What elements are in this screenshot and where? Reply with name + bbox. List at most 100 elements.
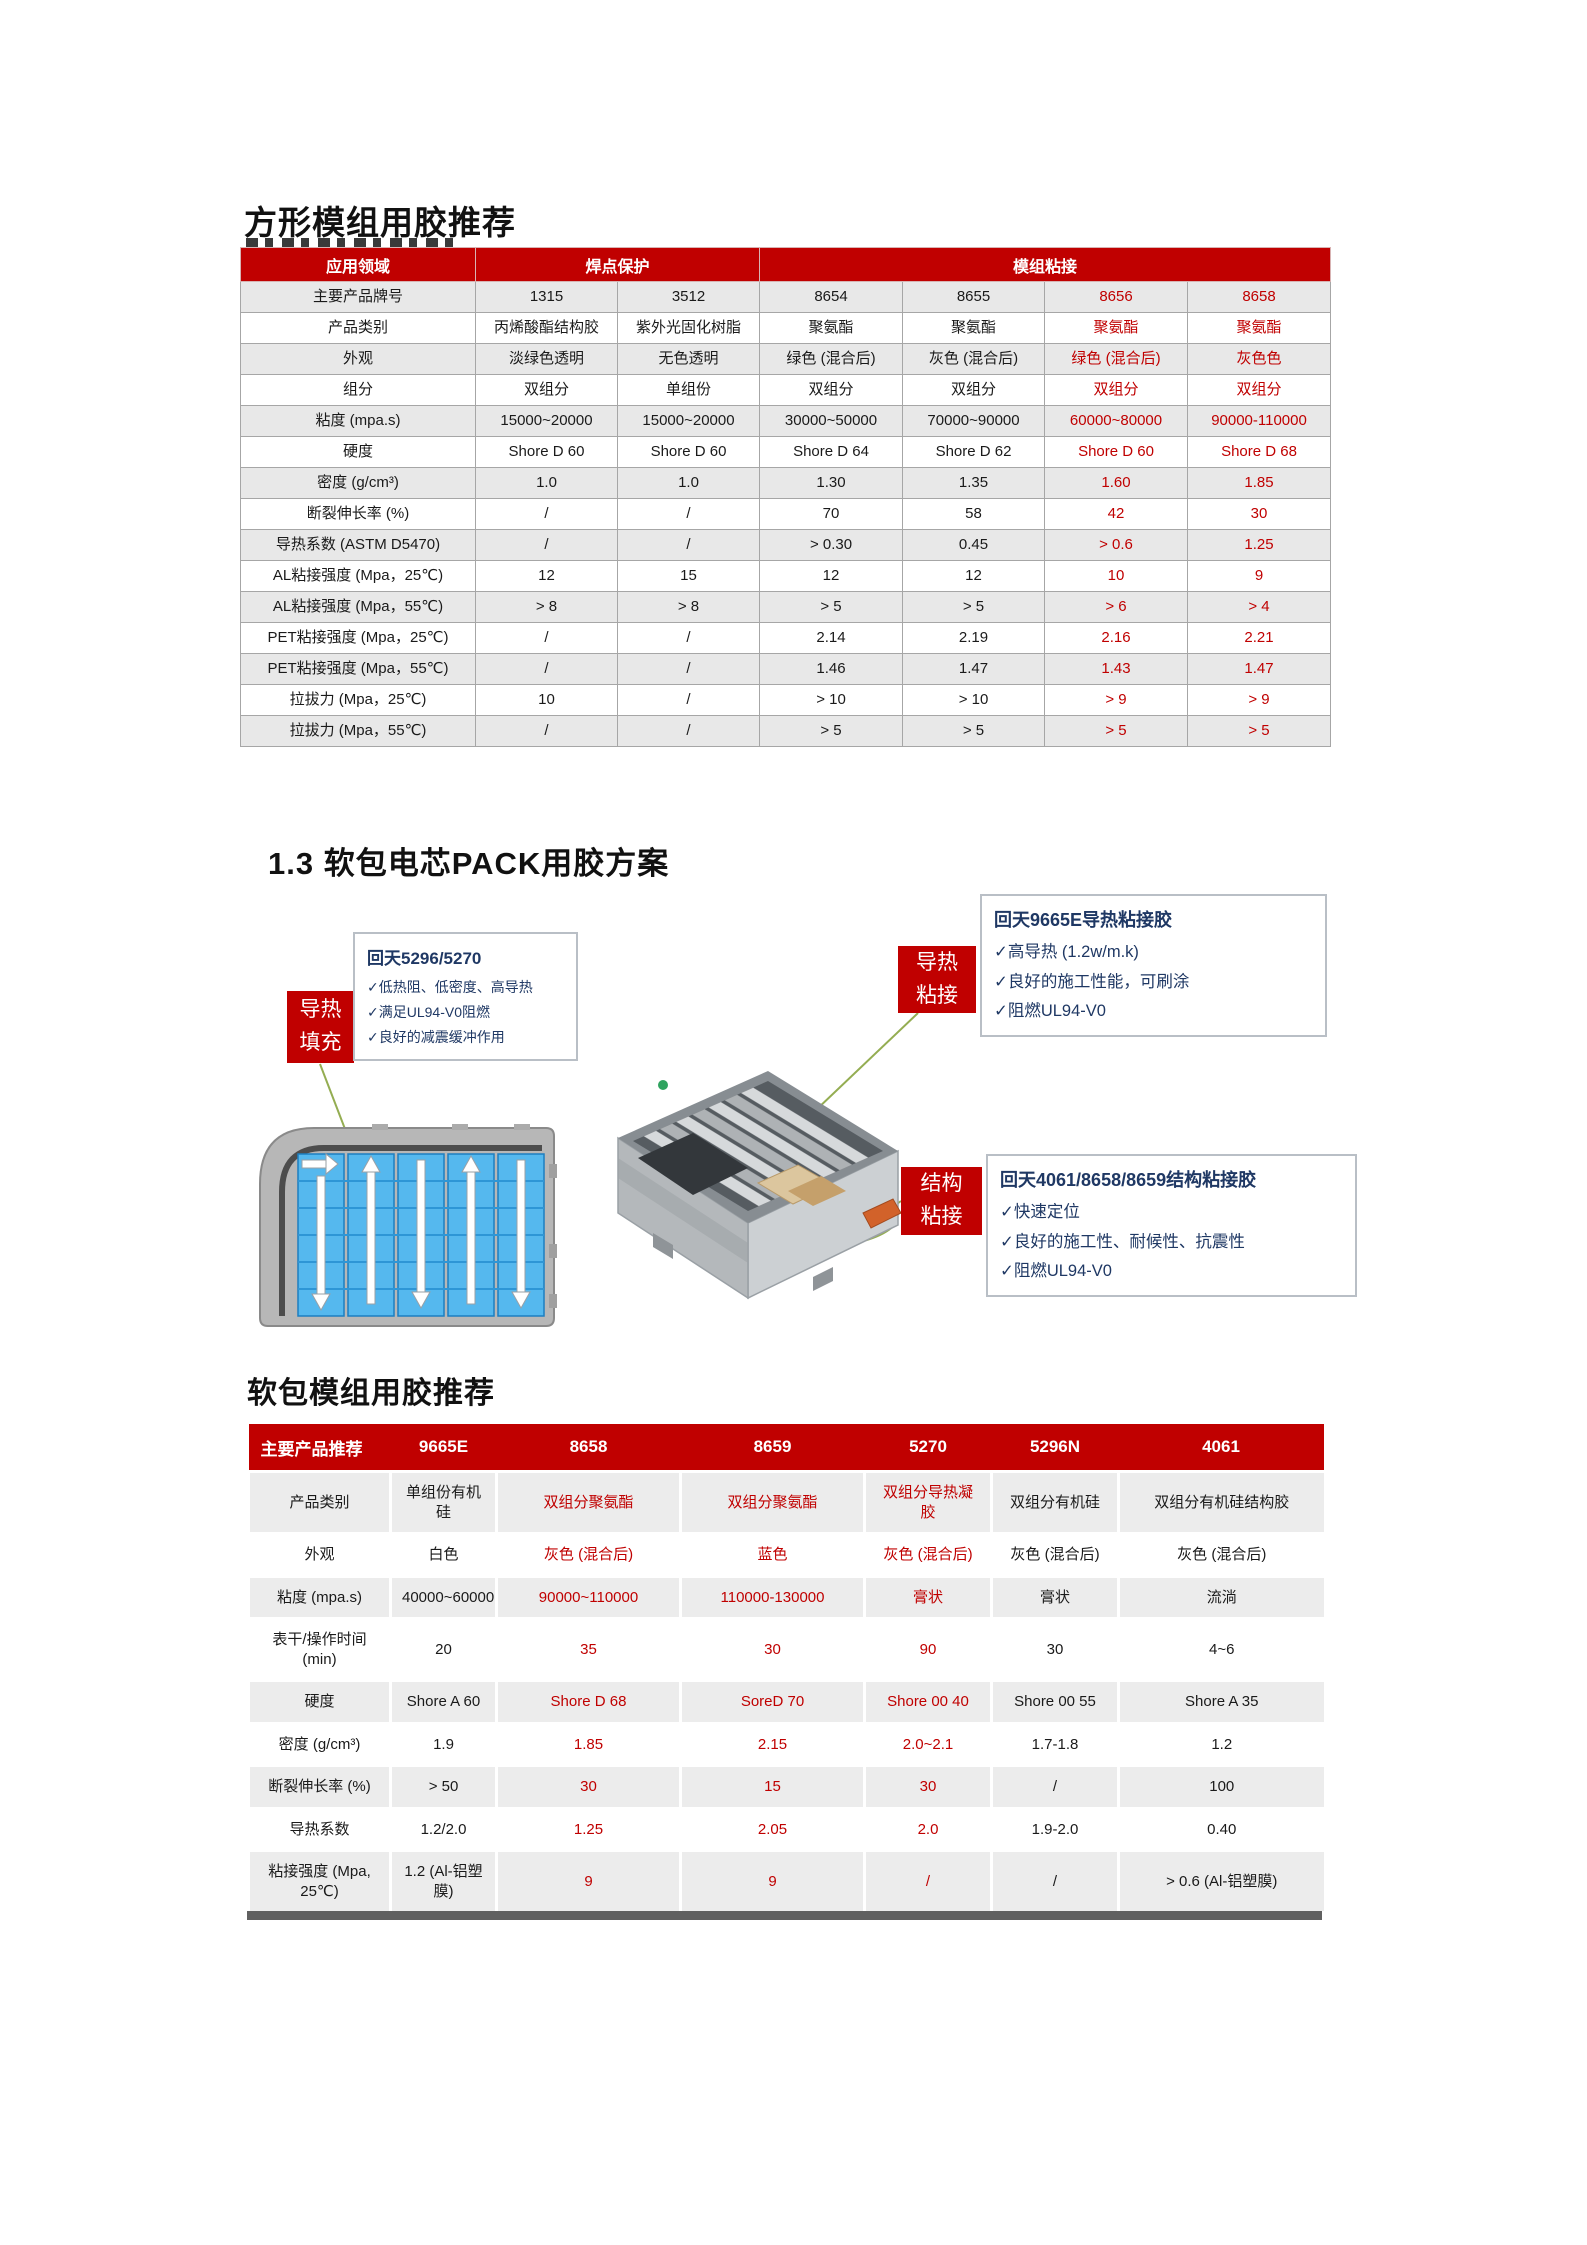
- table-cell: /: [616, 653, 761, 685]
- table-cell: 110000-130000: [679, 1574, 865, 1619]
- table-cell: 单组份有机硅: [389, 1470, 497, 1534]
- column-header: 模组粘接: [759, 247, 1332, 282]
- table-cell: > 0.6: [1044, 529, 1189, 561]
- table-cell: > 6: [1044, 591, 1189, 623]
- table-cell: 10: [475, 684, 618, 716]
- table-cell: 35: [495, 1617, 681, 1681]
- table-cell: /: [616, 715, 761, 747]
- table-cell: 90000~110000: [495, 1574, 681, 1619]
- table-row: 拉拔力 (Mpa，25℃) 10/> 10 > 10 > 9 > 9: [240, 684, 1332, 716]
- table-cell: 12: [902, 560, 1046, 592]
- column-header: 焊点保护: [474, 247, 761, 282]
- table-cell: 1.9-2.0: [990, 1806, 1119, 1851]
- table-cell: > 5: [1044, 715, 1189, 747]
- callout-9665e: 回天9665E导热粘接胶 ✓高导热 (1.2w/m.k) ✓良好的施工性能，可刷…: [980, 894, 1327, 1038]
- table-row: 密度 (g/cm³) 1.9 1.85 2.15 2.0~2.1 1.7-1.8 1.2: [247, 1721, 1324, 1766]
- section-title-pack-scheme: 1.3 软包电芯PACK用胶方案: [268, 846, 670, 881]
- callout-title: 回天4061/8658/8659结构粘接胶: [1000, 1170, 1257, 1190]
- table-cell: 2.0: [863, 1806, 992, 1851]
- table-row: 导热系数 1.2/2.0 1.25 2.05 2.0 1.9-2.0 0.40: [247, 1806, 1324, 1851]
- table-cell: 60000~80000: [1044, 405, 1189, 437]
- table-cell: Shore D 62: [902, 436, 1046, 468]
- table-cell: 8658: [1187, 281, 1332, 313]
- table-cell: 淡绿色透明: [475, 343, 618, 375]
- table-row: 断裂伸长率 (%) > 50 30 15 30/100: [247, 1764, 1324, 1808]
- table-cell: 2.14: [759, 622, 904, 654]
- table-cell: 1.47: [1187, 653, 1332, 685]
- table-cell: 10: [1044, 560, 1189, 592]
- table-cell: Shore D 68: [1187, 436, 1332, 468]
- row-label: 外观: [240, 343, 476, 375]
- table-cell: 灰色 (混合后): [1117, 1532, 1324, 1576]
- table-cell: 9: [495, 1849, 681, 1911]
- callout-4061-8658-8659: 回天4061/8658/8659结构粘接胶 ✓快速定位 ✓良好的施工性、耐候性、…: [986, 1154, 1357, 1298]
- table-cell: 0.45: [902, 529, 1046, 561]
- callout-item: ✓低热阻、低密度、高导热: [367, 979, 533, 995]
- section-title-square-module: 方形模组用胶推荐: [244, 204, 516, 241]
- table-cell: SoreD 70: [679, 1679, 865, 1723]
- table-cell: 2.05: [679, 1806, 865, 1851]
- table-cell: /: [616, 529, 761, 561]
- table-cell: 双组分: [1187, 374, 1332, 406]
- table-cell: /: [863, 1849, 992, 1911]
- table-cell: Shore 00 40: [863, 1679, 992, 1723]
- tag-line: 粘接: [916, 983, 958, 1007]
- pack-tray-image: [259, 1124, 557, 1327]
- table-cell: > 5: [902, 715, 1046, 747]
- table-cell: 双组分聚氨酯: [495, 1470, 681, 1534]
- table-header-row: 主要产品推荐 9665E 8658 8659 5270 5296N 4061: [248, 1424, 1324, 1472]
- table-row: 主要产品牌号 1315 3512 8654 8655 8656 8658: [240, 281, 1332, 313]
- table-cell: 白色: [389, 1532, 497, 1576]
- table-row: 粘度 (mpa.s) 40000~60000 90000~110000 110000-…: [247, 1574, 1324, 1619]
- table-cell: > 4: [1187, 591, 1332, 623]
- table-cell: 1.60: [1044, 467, 1189, 499]
- table-row: 粘接强度 (Mpa, 25℃) 1.2 (Al-铝塑膜) 9 9// > 0.6 (Al…: [247, 1849, 1324, 1911]
- row-label: 粘接强度 (Mpa, 25℃): [247, 1849, 391, 1911]
- table-cell: 流淌: [1117, 1574, 1324, 1619]
- table-cell: 双组分: [902, 374, 1046, 406]
- table-cell: Shore D 64: [759, 436, 904, 468]
- table-cell: /: [475, 529, 618, 561]
- callout-5296-5270: 回天5296/5270 ✓低热阻、低密度、高导热 ✓满足UL94-V0阻燃 ✓良…: [353, 932, 578, 1061]
- row-label: 表干/操作时间 (min): [247, 1617, 391, 1681]
- column-header: 主要产品推荐: [248, 1424, 391, 1472]
- table-cell: 绿色 (混合后): [759, 343, 904, 375]
- table-cell: 1.0: [616, 467, 761, 499]
- table-cell: 8655: [902, 281, 1046, 313]
- column-header: 应用领域: [240, 247, 476, 282]
- row-label: 产品类别: [247, 1470, 391, 1534]
- table-cell: 丙烯酸酯结构胶: [475, 312, 618, 344]
- table-cell: 1.25: [495, 1806, 681, 1851]
- tag-thermal-bond: 导热 粘接: [898, 946, 976, 1013]
- row-label: PET粘接强度 (Mpa，25℃): [240, 622, 476, 654]
- table-cell: 双组分有机硅结构胶: [1117, 1470, 1324, 1534]
- table-cell: Shore A 60: [389, 1679, 497, 1723]
- table-cell: 1.25: [1187, 529, 1332, 561]
- table-cell: 膏状: [990, 1574, 1119, 1619]
- table-cell: 2.15: [679, 1721, 865, 1766]
- table-cell: 40000~60000: [389, 1574, 497, 1619]
- table-header-row: 应用领域 焊点保护 模组粘接: [240, 247, 1332, 282]
- table-cell: 膏状: [863, 1574, 992, 1619]
- table-row: 密度 (g/cm³) 1.0 1.0 1.30 1.35 1.60 1.85: [240, 467, 1332, 499]
- callout-item: ✓良好的施工性能，可刷涂: [994, 972, 1190, 991]
- module-green-dot: [658, 1080, 668, 1090]
- table-cell: 12: [759, 560, 904, 592]
- table-cell: 1.7-1.8: [990, 1721, 1119, 1766]
- table-cell: 100: [1117, 1764, 1324, 1808]
- table-cell: Shore A 35: [1117, 1679, 1324, 1723]
- table-cell: /: [475, 498, 618, 530]
- table-cell: 蓝色: [679, 1532, 865, 1576]
- column-header: 5270: [864, 1424, 992, 1472]
- table-cell: 30: [863, 1764, 992, 1808]
- table-cell: 12: [475, 560, 618, 592]
- row-label: 导热系数: [247, 1806, 391, 1851]
- table-cell: 双组分: [475, 374, 618, 406]
- tag-line: 导热: [299, 998, 342, 1022]
- row-label: 外观: [247, 1532, 391, 1576]
- table-cell: 0.40: [1117, 1806, 1324, 1851]
- table-cell: > 5: [1187, 715, 1332, 747]
- table-cell: 聚氨酯: [902, 312, 1046, 344]
- tag-thermal-fill: 导热 填充: [287, 991, 354, 1063]
